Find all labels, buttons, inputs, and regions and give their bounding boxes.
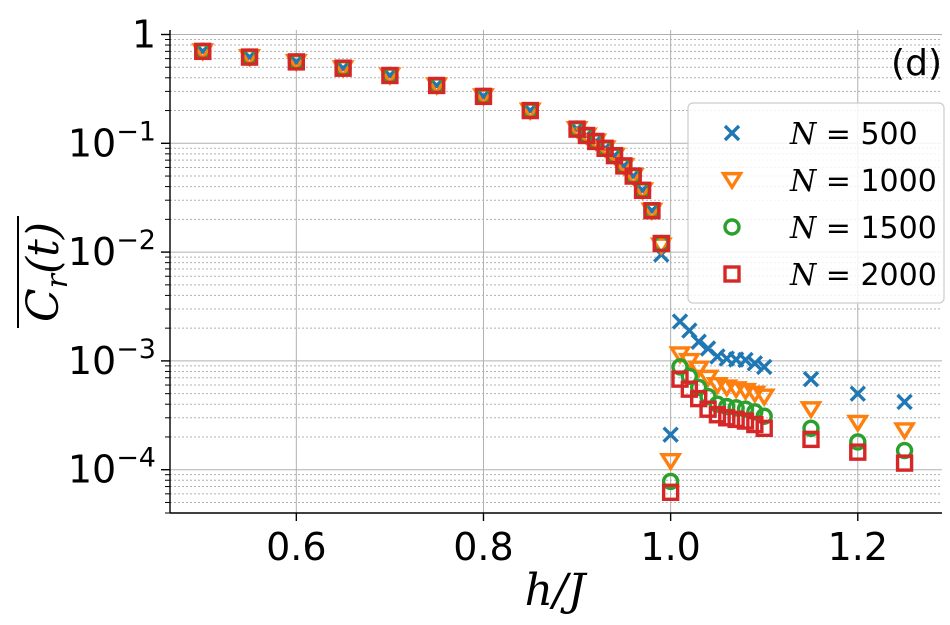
- data-point: [708, 406, 727, 424]
- data-point: [690, 333, 707, 350]
- data-point: [849, 385, 866, 402]
- legend-item-1500: N = 1500: [723, 211, 937, 246]
- y-tick-label: 10−4: [68, 443, 156, 492]
- data-point: [643, 202, 661, 220]
- legend-box: [687, 102, 945, 304]
- data-point: [661, 472, 680, 491]
- data-point: [690, 389, 708, 408]
- marker-stroke: [699, 340, 717, 357]
- data-point: [474, 87, 493, 106]
- legend-label: N = 1500: [789, 211, 937, 246]
- data-point: [746, 415, 764, 434]
- data-point: [615, 157, 633, 175]
- data-point: [662, 426, 679, 443]
- legend-label: N = 500: [789, 117, 918, 152]
- data-point: [671, 358, 689, 376]
- data-point: [652, 234, 670, 253]
- legend-marker: [723, 265, 741, 283]
- legend-label: N = 1000: [789, 164, 937, 199]
- y-axis-label-text: Cr(t): [18, 222, 75, 322]
- data-point: [849, 433, 867, 451]
- marker-stroke: [681, 322, 698, 339]
- data-point: [687, 360, 711, 380]
- data-point: [624, 167, 642, 185]
- x-tick-label: 1.2: [828, 525, 888, 569]
- data-point: [240, 48, 259, 66]
- data-point: [427, 76, 446, 95]
- data-point: [381, 66, 399, 85]
- data-point: [736, 400, 755, 418]
- data-point: [896, 393, 913, 411]
- marker-stroke: [723, 124, 741, 142]
- data-point: [287, 53, 306, 71]
- series-2000: [194, 42, 914, 501]
- y-tick-label: 10−3: [68, 334, 156, 383]
- data-point: [708, 395, 727, 413]
- legend-item-1000: N = 1000: [720, 164, 937, 199]
- axes: [161, 30, 942, 521]
- legend-item-500: N = 500: [723, 117, 918, 152]
- data-point: [661, 483, 680, 501]
- data-points: [191, 42, 917, 501]
- data-point: [846, 414, 870, 434]
- data-point: [746, 355, 764, 372]
- data-point: [680, 380, 699, 398]
- data-point: [649, 237, 673, 256]
- legend-label: N = 2000: [789, 258, 937, 293]
- marker-stroke: [746, 355, 764, 372]
- data-point: [671, 370, 689, 388]
- legend: N = 500 N = 1000 N = 1500 N = 2000: [687, 102, 945, 304]
- data-point: [334, 59, 352, 77]
- data-point: [727, 410, 745, 429]
- data-point: [605, 146, 624, 165]
- y-tick-label: 1: [132, 13, 156, 57]
- data-point: [659, 453, 683, 472]
- data-point: [633, 181, 652, 199]
- panel-label: (d): [891, 43, 942, 84]
- data-point: [849, 443, 867, 461]
- legend-marker: [723, 218, 741, 236]
- data-point: [802, 430, 820, 449]
- data-point: [727, 399, 745, 417]
- data-point: [799, 401, 823, 420]
- data-point: [756, 358, 773, 376]
- x-tick-label: 0.8: [453, 525, 513, 569]
- marker-stroke: [896, 393, 913, 411]
- data-point: [194, 42, 212, 61]
- y-tick-label: 10−2: [68, 225, 156, 274]
- data-point: [802, 370, 820, 388]
- tick-labels: 10−4 10−3 10−2 10−1 1 0.6 0.8 1.0 1.2: [68, 13, 888, 569]
- data-point: [893, 422, 917, 441]
- data-point: [737, 351, 754, 369]
- marker-stroke: [756, 358, 773, 376]
- y-axis-label: Cr(t): [17, 216, 75, 328]
- legend-item-2000: N = 2000: [723, 258, 937, 293]
- marker-stroke: [737, 351, 754, 369]
- legend-marker: [723, 124, 741, 142]
- data-point: [736, 412, 755, 430]
- x-tick-label: 0.6: [266, 525, 326, 569]
- data-point: [718, 409, 736, 427]
- minor-gridlines: [170, 38, 942, 514]
- x-axis-label: h/J: [525, 565, 588, 616]
- marker-stroke: [802, 370, 820, 388]
- data-point: [802, 419, 820, 438]
- data-point: [755, 419, 773, 438]
- marker-stroke: [662, 426, 679, 443]
- data-point: [690, 378, 708, 397]
- data-point: [752, 388, 776, 408]
- y-tick-label: 10−1: [68, 116, 156, 165]
- legend-marker: [720, 171, 744, 191]
- marker-stroke: [849, 385, 866, 402]
- y-axis-label-rotated: Cr(t): [17, 216, 75, 328]
- x-tick-label: 1.0: [640, 525, 700, 569]
- marker-stroke: [671, 313, 689, 330]
- data-point: [895, 454, 914, 472]
- data-point: [521, 101, 539, 120]
- marker-stroke: [690, 333, 707, 350]
